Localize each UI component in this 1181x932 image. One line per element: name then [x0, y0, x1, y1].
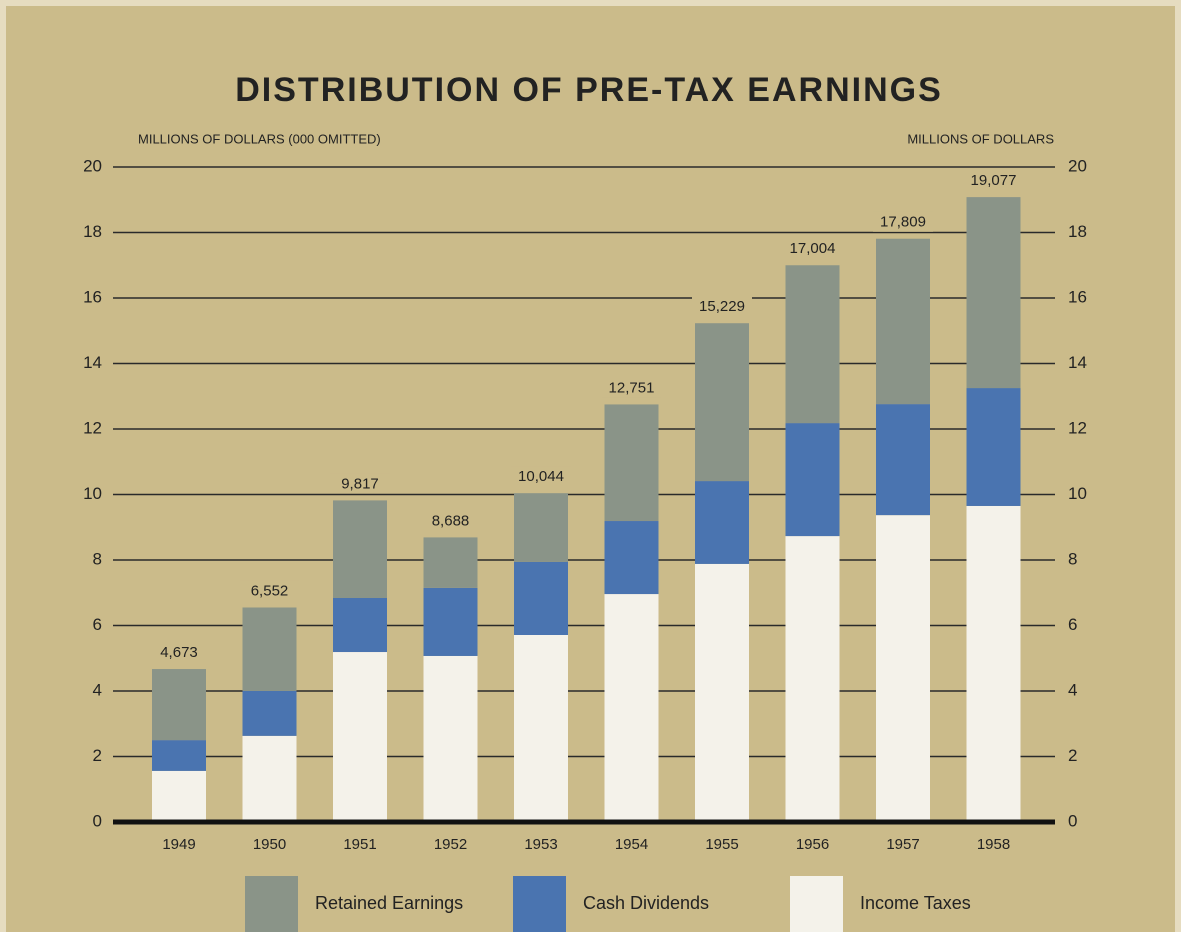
y2-tick-label: 2 — [1068, 746, 1077, 765]
bar-segment — [785, 536, 840, 822]
total-label-bg — [963, 170, 1024, 191]
total-label-bg — [511, 466, 571, 487]
y-axis-label: MILLIONS OF DOLLARS (000 OMITTED) — [138, 131, 381, 146]
total-label: 6,552 — [251, 582, 289, 599]
y2-tick-label: 14 — [1068, 353, 1087, 372]
x-tick-label: 1949 — [162, 836, 195, 853]
y2-tick-label: 0 — [1068, 811, 1077, 830]
y2-tick-label: 12 — [1068, 418, 1087, 437]
y2-tick-label: 8 — [1068, 549, 1077, 568]
bar-segment — [152, 740, 206, 771]
legend-label: Cash Dividends — [583, 893, 709, 913]
total-label: 4,673 — [160, 644, 198, 661]
bar-segment — [604, 404, 659, 522]
x-tick-label: 1955 — [705, 836, 738, 853]
y2-tick-label: 16 — [1068, 287, 1087, 306]
total-label: 17,809 — [880, 214, 926, 231]
x-tick-label: 1951 — [343, 836, 376, 853]
y2-tick-label: 18 — [1068, 222, 1087, 241]
bar-segment — [242, 691, 297, 736]
total-label: 17,004 — [790, 240, 836, 257]
y-tick-label: 8 — [93, 549, 102, 568]
bar-segment — [604, 594, 659, 822]
bar-segment — [604, 521, 659, 595]
bar-segment — [785, 423, 840, 537]
bar-segment — [876, 404, 930, 516]
bar-segment — [785, 265, 840, 424]
bar-segment — [514, 634, 568, 822]
legend-swatch — [245, 876, 298, 932]
bar-segment — [966, 505, 1021, 822]
bar-segment — [333, 652, 387, 822]
bar-segment — [152, 669, 206, 741]
y2-tick-label: 10 — [1068, 484, 1087, 503]
bar-segment — [242, 735, 297, 822]
y-tick-label: 2 — [93, 746, 102, 765]
bar-segment — [242, 607, 297, 691]
x-tick-label: 1958 — [977, 836, 1010, 853]
legend-swatch — [790, 876, 843, 932]
total-label-bg — [420, 510, 481, 531]
y-tick-label: 0 — [93, 811, 102, 830]
chart-title: DISTRIBUTION OF PRE-TAX EARNINGS — [235, 71, 943, 109]
x-tick-label: 1953 — [524, 836, 557, 853]
bar-segment — [876, 515, 930, 822]
y-tick-label: 20 — [83, 156, 102, 175]
total-label-bg — [873, 211, 933, 232]
y-tick-label: 12 — [83, 418, 102, 437]
bar-segment — [333, 500, 387, 598]
y-tick-label: 6 — [93, 615, 102, 634]
total-label: 12,751 — [609, 379, 655, 396]
total-label-bg — [601, 377, 662, 398]
bar-segment — [423, 587, 478, 656]
bar-segment — [876, 238, 930, 405]
bar-segment — [966, 197, 1021, 389]
total-label-bg — [782, 238, 843, 259]
total-label: 8,688 — [432, 512, 470, 529]
total-label-bg — [330, 473, 390, 494]
bar-segment — [423, 655, 478, 822]
bar-segment — [695, 481, 749, 564]
bar-segment — [152, 770, 206, 822]
y-tick-label: 4 — [93, 680, 102, 699]
bar-segment — [695, 323, 749, 482]
x-tick-label: 1956 — [796, 836, 829, 853]
legend-label: Retained Earnings — [315, 893, 463, 913]
total-label: 15,229 — [699, 298, 745, 315]
bar-segment — [695, 563, 749, 822]
bar-segment — [514, 493, 568, 562]
y-tick-label: 18 — [83, 222, 102, 241]
y2-axis-label: MILLIONS OF DOLLARS — [907, 131, 1054, 146]
x-tick-label: 1950 — [253, 836, 286, 853]
bar-segment — [423, 537, 478, 588]
y-tick-label: 14 — [83, 353, 102, 372]
total-label-bg — [239, 580, 300, 601]
y-tick-label: 10 — [83, 484, 102, 503]
y-tick-label: 16 — [83, 287, 102, 306]
total-label-bg — [149, 641, 209, 662]
bar-segment — [514, 561, 568, 635]
y2-tick-label: 20 — [1068, 156, 1087, 175]
total-label: 9,817 — [341, 475, 379, 492]
legend-swatch — [513, 876, 566, 932]
total-label: 10,044 — [518, 468, 564, 485]
y2-tick-label: 4 — [1068, 680, 1077, 699]
x-tick-label: 1954 — [615, 836, 648, 853]
y2-tick-label: 6 — [1068, 615, 1077, 634]
bar-segment — [333, 597, 387, 653]
x-tick-label: 1957 — [886, 836, 919, 853]
legend-label: Income Taxes — [860, 893, 971, 913]
total-label: 19,077 — [971, 172, 1017, 189]
bar-segment — [966, 388, 1021, 506]
total-label-bg — [692, 296, 752, 317]
x-tick-label: 1952 — [434, 836, 467, 853]
